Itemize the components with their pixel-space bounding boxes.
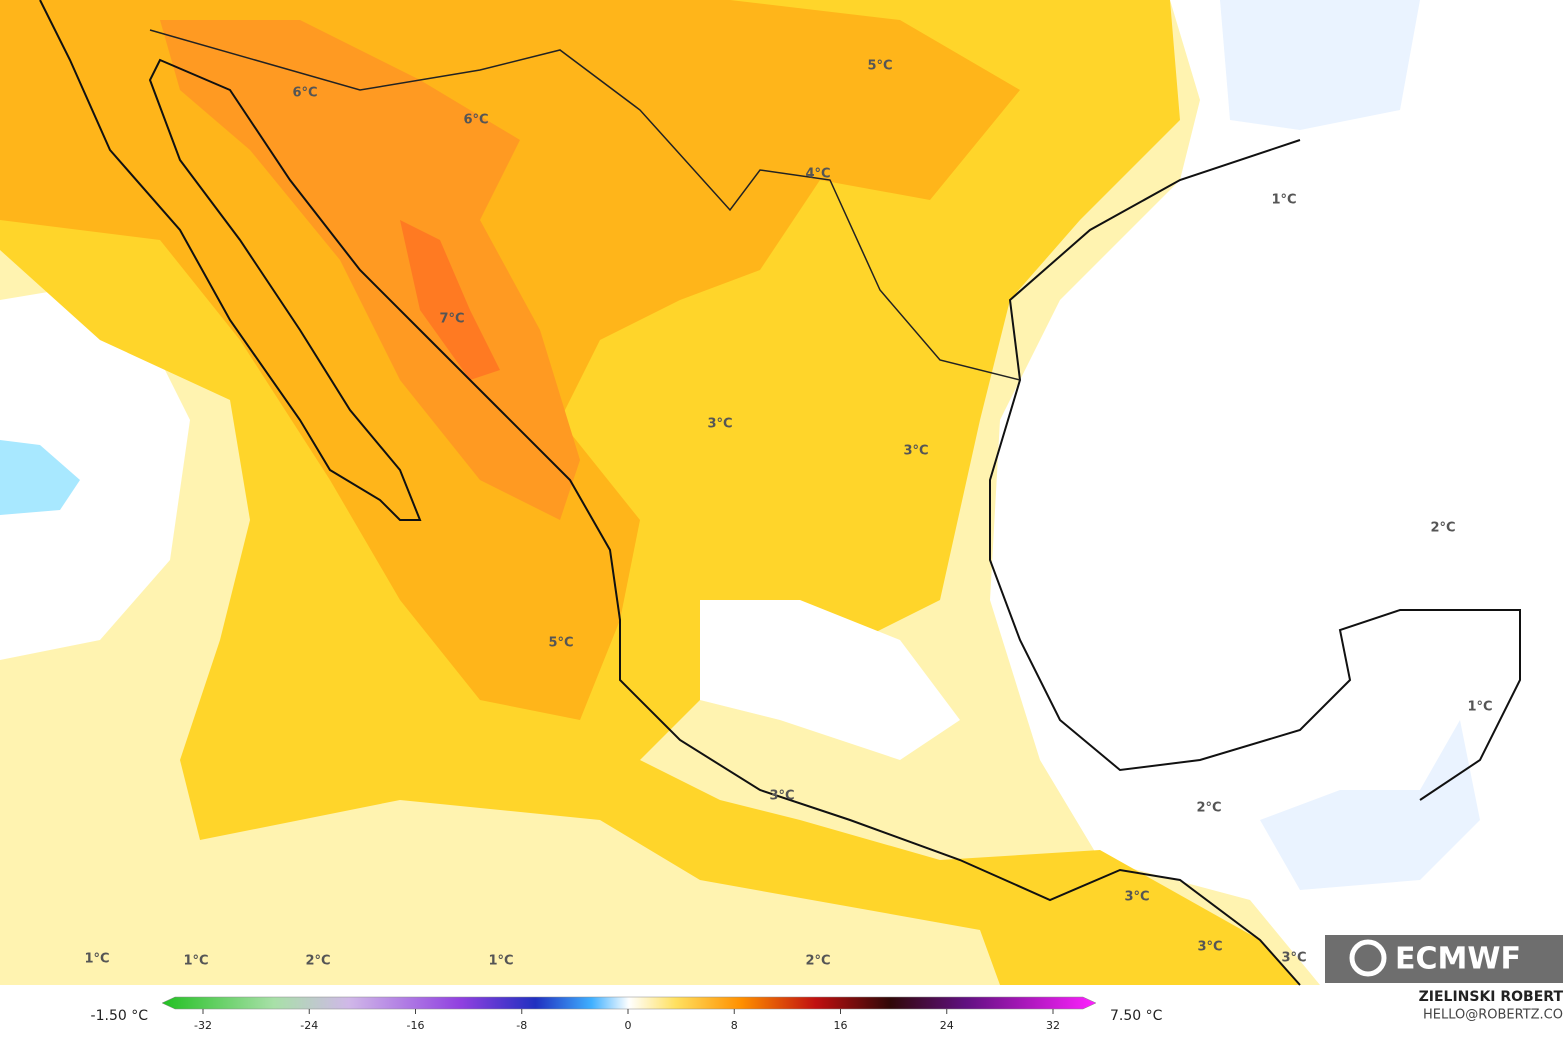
map: ECMWF xyxy=(0,0,1565,986)
contour-label: 5°C xyxy=(867,59,892,74)
contour-label: 3°C xyxy=(1197,940,1222,955)
author: ZIELINSKI ROBERT xyxy=(1419,989,1564,1005)
contour-labels: 6°C 6°C 5°C 4°C 7°C 3°C 3°C 1°C 2°C 5°C 3°C 2°C 1°C 3… xyxy=(84,59,1492,969)
coastline xyxy=(39,0,1301,986)
contour-label: 3°C xyxy=(769,789,794,804)
colorbar-ticks: -32 -24 -16 -8 0 8 16 24 32 xyxy=(194,1009,1060,1032)
border xyxy=(149,29,1021,381)
contact: HELLO@ROBERTZ.CO xyxy=(1423,1008,1563,1023)
colorbar xyxy=(161,996,1097,1010)
contour-label: 2°C xyxy=(1430,521,1455,536)
contour-label: 1°C xyxy=(1271,193,1296,208)
contour-label: 4°C xyxy=(805,167,830,182)
contour-label: 2°C xyxy=(805,954,830,969)
colorbar-tick-label: -8 xyxy=(516,1019,527,1032)
warm-free-area xyxy=(0,290,190,660)
colorbar-tick-label: 32 xyxy=(1046,1019,1060,1032)
hot-area xyxy=(160,20,580,520)
contour-label: 5°C xyxy=(548,636,573,651)
contour-label: 1°C xyxy=(183,954,208,969)
contour-label: 1°C xyxy=(84,952,109,967)
cool-area xyxy=(0,440,80,515)
contour-label: 1°C xyxy=(1467,700,1492,715)
contour-label: 1°C xyxy=(488,954,513,969)
colorbar-tick-label: 0 xyxy=(625,1019,632,1032)
contour-label: 6°C xyxy=(292,86,317,101)
contour-label: 3°C xyxy=(1124,890,1149,905)
colorbar-min: -1.50 °C xyxy=(91,1008,149,1024)
colorbar-tick-label: -32 xyxy=(194,1019,212,1032)
contour-label: 2°C xyxy=(1196,801,1221,816)
logo-icon xyxy=(1349,939,1387,977)
colorbar-tick-label: -16 xyxy=(407,1019,425,1032)
hot-area xyxy=(400,220,500,380)
logo-text: ECMWF xyxy=(1395,942,1521,977)
colorbar-tick-label: 16 xyxy=(834,1019,848,1032)
contour-label: 7°C xyxy=(439,312,464,327)
contour-label: 6°C xyxy=(463,113,488,128)
contour-label: 2°C xyxy=(305,954,330,969)
coastline xyxy=(989,139,1521,801)
contour-label: 3°C xyxy=(903,444,928,459)
legend-panel xyxy=(0,986,1565,1035)
colorbar-tick-label: 8 xyxy=(731,1019,738,1032)
contour-label: 3°C xyxy=(1281,951,1306,966)
warm-free-area xyxy=(990,0,1565,985)
cool-area xyxy=(1220,0,1420,130)
colorbar-tick-label: -24 xyxy=(300,1019,318,1032)
colorbar-max: 7.50 °C xyxy=(1110,1008,1163,1024)
warm-free-area xyxy=(700,600,960,760)
cool-area xyxy=(1260,720,1480,890)
contour-label: 3°C xyxy=(707,417,732,432)
colorbar-tick-label: 24 xyxy=(940,1019,954,1032)
